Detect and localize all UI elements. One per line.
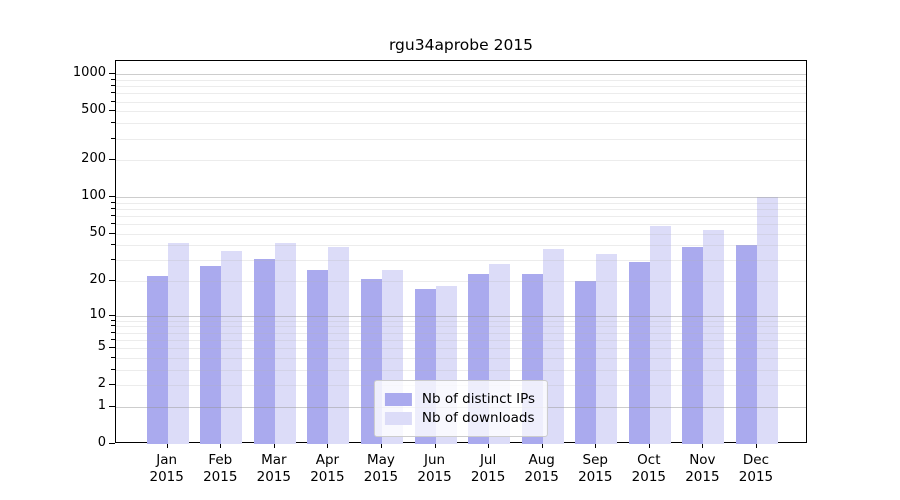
plot-area: Nb of distinct IPs Nb of downloads [115, 60, 807, 444]
x-tick-label-may: May 2015 [363, 452, 399, 485]
y-tick-label-5: 5 [97, 339, 106, 355]
bar-nb-of-distinct-ips-oct [628, 261, 650, 444]
bar-nb-of-distinct-ips-mar [253, 258, 275, 444]
chart-title: rgu34aprobe 2015 [388, 36, 534, 54]
bar-nb-of-downloads-nov [703, 229, 725, 444]
x-tick-label-jan: Jan 2015 [149, 452, 184, 485]
bar-nb-of-distinct-ips-apr [307, 269, 329, 444]
y-tick-label-10: 10 [89, 306, 106, 322]
x-tick-label-jun: Jun 2015 [417, 452, 452, 485]
legend-item-distinct-ips: Nb of distinct IPs [384, 391, 536, 407]
bar-nb-of-downloads-sep [596, 253, 618, 444]
legend-item-downloads: Nb of downloads [384, 410, 535, 426]
x-tick-label-oct: Oct 2015 [631, 452, 666, 485]
y-tick-label-500: 500 [81, 102, 106, 118]
bar-nb-of-distinct-ips-sep [575, 281, 597, 444]
legend: Nb of distinct IPs Nb of downloads [373, 380, 549, 437]
y-tick-0 [109, 443, 115, 444]
bar-nb-of-downloads-mar [274, 242, 296, 444]
x-tick-label-apr: Apr 2015 [310, 452, 345, 485]
y-tick-label-0: 0 [97, 435, 106, 450]
bar-nb-of-downloads-oct [649, 225, 671, 444]
y-tick-label-100: 100 [81, 188, 106, 204]
x-tick-label-sep: Sep 2015 [578, 452, 613, 485]
legend-label-distinct-ips: Nb of distinct IPs [421, 391, 536, 407]
legend-swatch-downloads [384, 411, 412, 425]
bar-nb-of-downloads-aug [542, 249, 564, 444]
bar-nb-of-distinct-ips-nov [682, 246, 704, 444]
x-tick-label-aug: Aug 2015 [524, 452, 559, 485]
x-tick-label-nov: Nov 2015 [685, 452, 720, 485]
y-tick-label-50: 50 [89, 224, 106, 240]
bar-nb-of-downloads-feb [221, 250, 243, 444]
y-tick-label-200: 200 [81, 151, 106, 167]
y-tick-label-1: 1 [97, 397, 106, 413]
bar-nb-of-distinct-ips-jan [146, 276, 168, 444]
y-tick-label-1000: 1000 [72, 65, 106, 81]
x-tick-label-jul: Jul 2015 [470, 452, 506, 485]
x-tick-label-mar: Mar 2015 [256, 452, 291, 485]
x-tick-label-dec: Dec 2015 [738, 452, 774, 485]
bar-nb-of-distinct-ips-feb [200, 265, 222, 444]
bar-nb-of-distinct-ips-dec [735, 245, 757, 444]
bar-nb-of-downloads-dec [756, 197, 778, 444]
legend-swatch-distinct-ips [384, 392, 412, 406]
bar-nb-of-downloads-apr [328, 246, 350, 444]
y-tick-label-2: 2 [97, 376, 106, 392]
x-tick-label-feb: Feb 2015 [203, 452, 238, 485]
y-tick-label-20: 20 [89, 272, 106, 288]
legend-label-downloads: Nb of downloads [421, 410, 535, 426]
bar-nb-of-downloads-jan [167, 242, 189, 444]
